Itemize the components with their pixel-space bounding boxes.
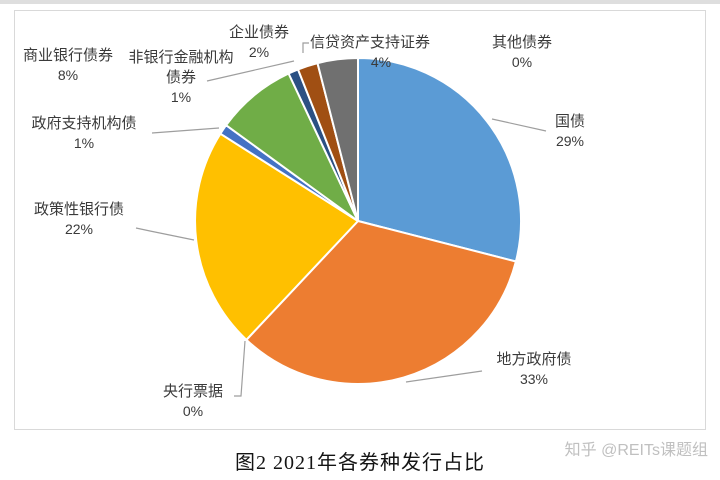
top-strip [0, 0, 720, 4]
pie-slice [357, 56, 523, 263]
pie-label-name: 地方政府债 [496, 352, 572, 368]
pie-slice [316, 56, 359, 222]
leader-line [405, 370, 483, 383]
leader-line [135, 227, 195, 241]
pie-label-percent: 2% [248, 44, 270, 60]
pie-data-label: 政府支持机构债 1% [16, 114, 152, 153]
pie-data-label: 政策性银行债 22% [18, 200, 140, 239]
pie-data-label: 央行票据 0% [150, 382, 236, 421]
leader-line [491, 118, 547, 132]
pie-label-percent: 0% [511, 54, 533, 70]
pie-data-label: 国债 29% [540, 112, 600, 151]
pie-label-percent: 8% [57, 67, 79, 83]
pie-label-percent: 1% [170, 89, 192, 105]
pie-label-name: 国债 [554, 114, 585, 130]
pie-label-name: 政策性银行债 [33, 202, 124, 218]
pie-slice [194, 132, 360, 342]
pie-label-percent: 22% [64, 221, 94, 237]
pie-label-name: 政府支持机构债 [31, 116, 137, 132]
pie-data-label: 其他债券 0% [476, 33, 568, 72]
leader-line [206, 60, 295, 82]
pie-data-label: 商业银行债券 8% [6, 46, 130, 85]
pie-data-label: 地方政府债 33% [482, 350, 586, 389]
pie-label-name: 非银行金融机构债券 [128, 50, 234, 86]
pie-label-name: 其他债券 [491, 35, 552, 51]
pie-slice [244, 219, 518, 385]
leader-line [151, 127, 220, 134]
pie-label-percent: 4% [370, 54, 392, 70]
pie-label-percent: 1% [73, 135, 95, 151]
pie-label-percent: 0% [182, 403, 204, 419]
leader-line [234, 340, 246, 397]
pie-label-percent: 29% [555, 133, 585, 149]
pie-data-label: 非银行金融机构债券 1% [124, 48, 238, 107]
watermark: 知乎 @REITs课题组 [564, 442, 708, 459]
pie-label-name: 信贷资产支持证券 [310, 35, 431, 51]
pie-data-label: 信贷资产支持证券 [310, 33, 452, 53]
pie-label-percent: 33% [519, 371, 549, 387]
pie-label-name: 央行票据 [162, 384, 223, 400]
pie-data-label: 企业债券 2% [210, 23, 308, 62]
pie-label-name: 商业银行债券 [22, 48, 113, 64]
chart-caption: 图2 2021年各券种发行占比 [235, 452, 485, 474]
leader-line [302, 42, 309, 53]
pie-label-name: 企业债券 [228, 25, 289, 41]
